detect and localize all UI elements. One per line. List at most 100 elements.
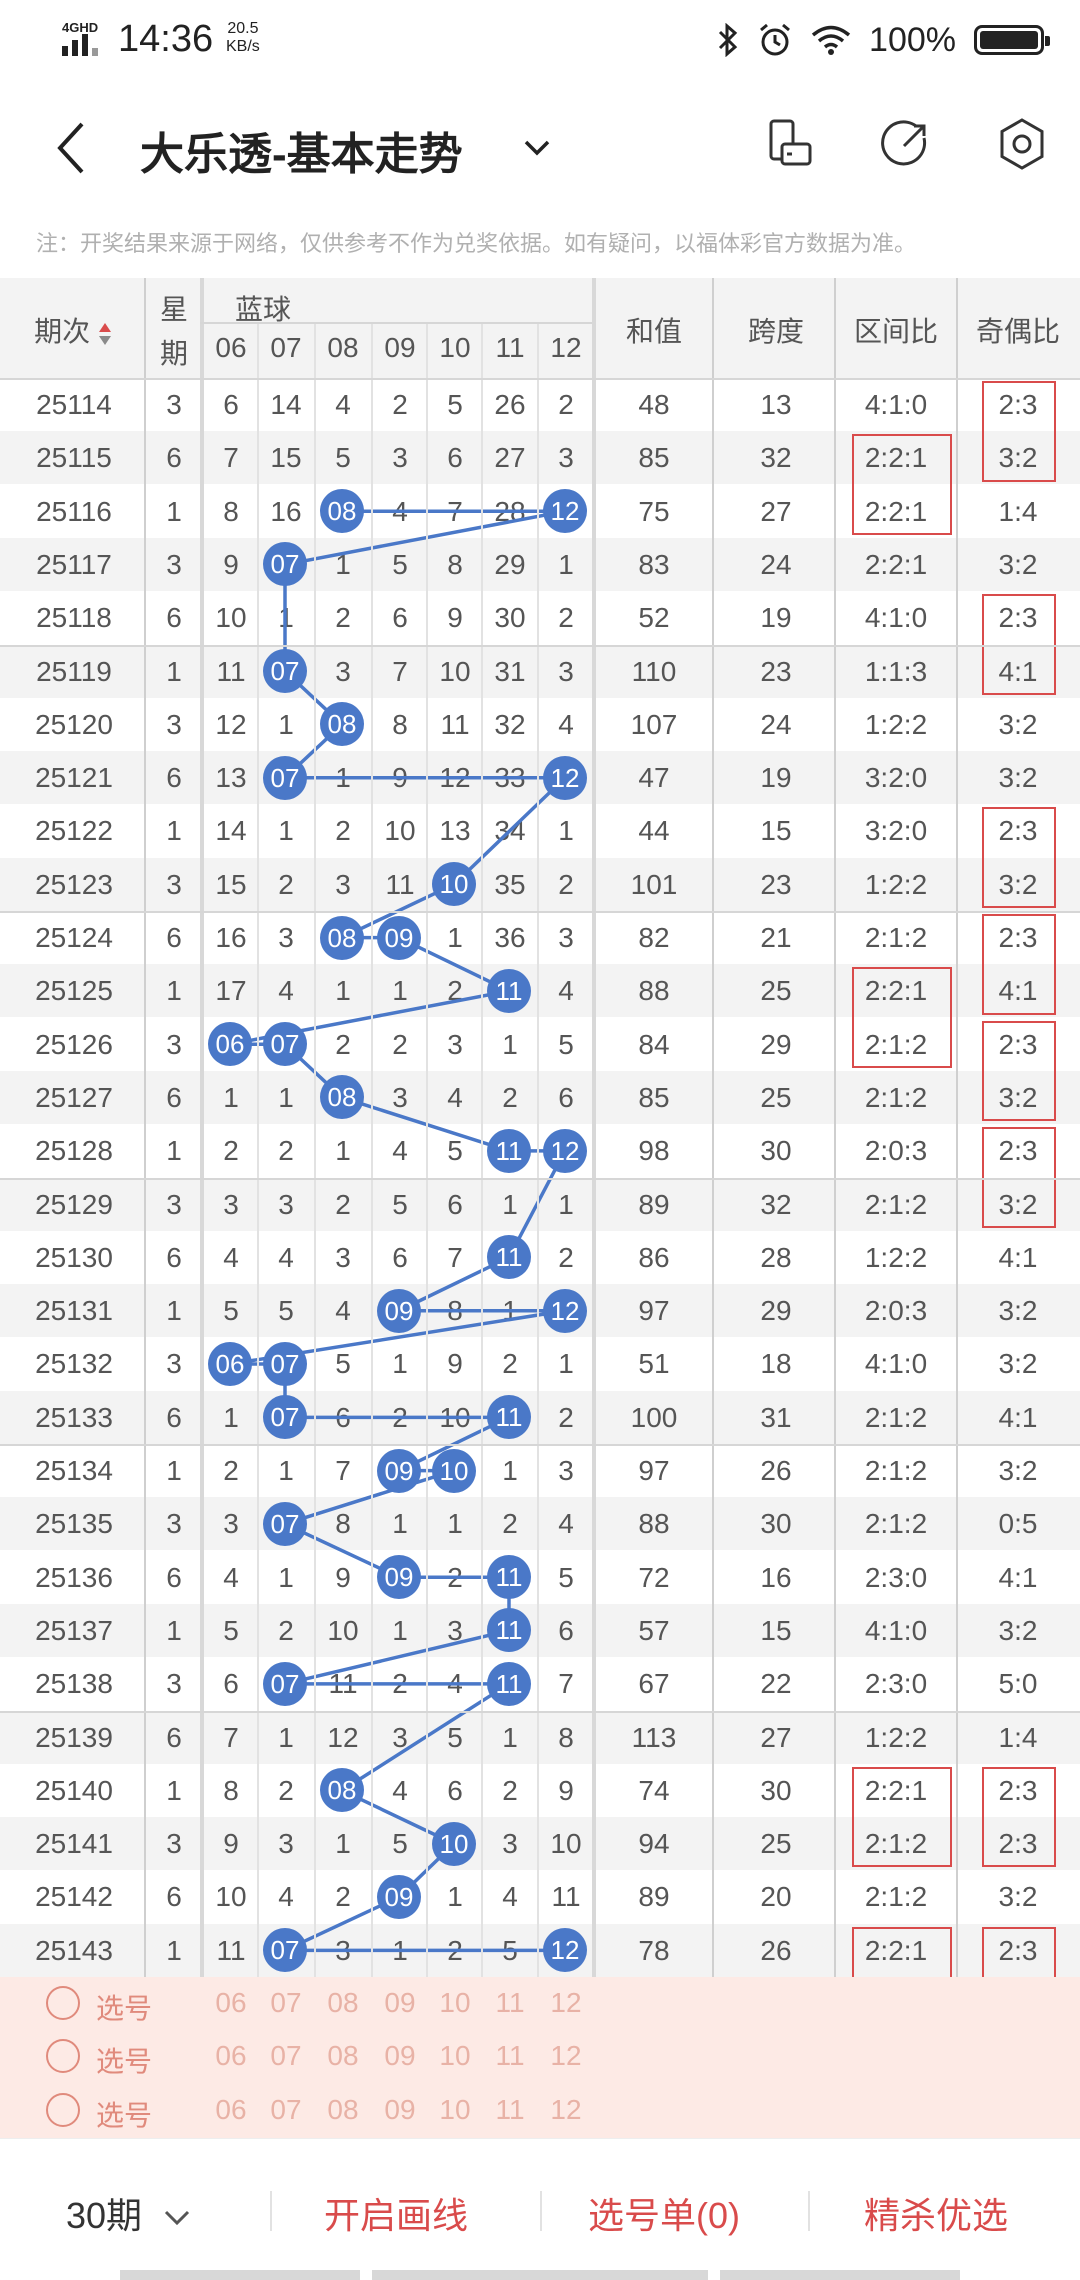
column-divider — [956, 278, 958, 1977]
pick-label[interactable]: 选号 — [96, 2099, 153, 2131]
row-weekday: 6 — [166, 1721, 182, 1753]
network-type: 4GHD — [62, 20, 99, 35]
miss-count: 12 — [327, 1721, 359, 1753]
row-oddeven: 3:2 — [998, 1295, 1038, 1327]
pick-radio[interactable] — [46, 2092, 80, 2127]
pick-number-08[interactable]: 08 — [327, 2093, 359, 2125]
row-period: 25124 — [35, 922, 113, 953]
row-zone: 4:1:0 — [864, 389, 928, 420]
bottom-toolbar: 30期 开启画线 选号单(0) 精杀优选 — [0, 2138, 1080, 2280]
pick-number-06[interactable]: 06 — [215, 2040, 247, 2072]
pick-number-08[interactable]: 08 — [327, 1987, 359, 2018]
pick-number-08[interactable]: 08 — [327, 2040, 359, 2072]
pick-radio[interactable] — [46, 2039, 80, 2074]
miss-count: 6 — [447, 1188, 463, 1220]
row-zone: 1:2:2 — [864, 1241, 928, 1273]
pick-radio[interactable] — [46, 1986, 80, 2020]
row-span: 19 — [760, 762, 792, 794]
draw-lines-button[interactable]: 开启画线 — [324, 2195, 469, 2236]
row-sum: 97 — [638, 1295, 670, 1327]
row-span: 23 — [760, 868, 792, 900]
blue-ball-hit: 09 — [377, 1874, 421, 1919]
blue-header-09: 09 — [384, 332, 416, 363]
row-span: 24 — [760, 548, 792, 580]
phone-rotate-icon[interactable] — [762, 116, 818, 172]
sort-arrows-icon[interactable] — [98, 321, 112, 347]
pick-number-12[interactable]: 12 — [550, 2040, 582, 2072]
pick-number-12[interactable]: 12 — [550, 1987, 582, 2018]
row-weekday: 1 — [166, 1455, 182, 1486]
row-sum: 100 — [630, 1401, 678, 1433]
miss-count: 16 — [215, 922, 247, 953]
col-period[interactable]: 期次 — [18, 310, 128, 350]
col-zone-ratio: 区间比 — [853, 316, 938, 347]
row-span: 13 — [760, 389, 792, 420]
row-weekday: 6 — [166, 1881, 182, 1913]
pick-number-10[interactable]: 10 — [439, 1987, 471, 2018]
alarm-icon — [760, 23, 790, 56]
miss-count: 1 — [558, 815, 574, 847]
premium-button[interactable]: 精杀优选 — [864, 2195, 1009, 2236]
row-span: 32 — [760, 1188, 792, 1220]
column-divider — [481, 322, 483, 2137]
column-divider — [537, 322, 539, 2137]
pick-number-10[interactable]: 10 — [439, 2093, 471, 2125]
row-sum: 44 — [638, 815, 670, 847]
pick-number-09[interactable]: 09 — [384, 1987, 416, 2018]
miss-count: 4 — [278, 1881, 294, 1913]
miss-count: 15 — [270, 442, 302, 474]
row-oddeven: 4:1 — [998, 1401, 1038, 1433]
miss-count: 5 — [278, 1295, 294, 1327]
pick-number-11[interactable]: 11 — [495, 2040, 525, 2072]
miss-count: 29 — [494, 548, 526, 580]
miss-count: 13 — [439, 815, 471, 847]
miss-count: 11 — [551, 1881, 581, 1913]
share-icon[interactable] — [878, 116, 934, 172]
row-oddeven: 3:2 — [998, 1881, 1038, 1913]
chevron-left-icon[interactable] — [48, 118, 98, 178]
pick-number-07[interactable]: 07 — [270, 2093, 302, 2125]
miss-count: 5 — [558, 1561, 574, 1593]
settings-icon[interactable] — [994, 116, 1050, 172]
row-period: 25138 — [35, 1668, 113, 1700]
row-span: 27 — [760, 495, 792, 527]
row-sum: 52 — [638, 602, 670, 634]
period-select[interactable]: 30期 — [66, 2187, 192, 2239]
row-span: 28 — [760, 1241, 792, 1273]
pick-number-10[interactable]: 10 — [439, 2040, 471, 2072]
miss-count: 1 — [447, 1508, 463, 1540]
pick-number-12[interactable]: 12 — [550, 2093, 582, 2125]
miss-count: 2 — [278, 1774, 294, 1806]
pick-number-09[interactable]: 09 — [384, 2093, 416, 2125]
miss-count: 3 — [392, 1721, 408, 1753]
miss-count: 5 — [558, 1028, 574, 1060]
pick-number-09[interactable]: 09 — [384, 2040, 416, 2072]
row-oddeven: 2:3 — [998, 922, 1038, 953]
row-sum: 88 — [638, 975, 670, 1007]
col-sum: 和值 — [625, 316, 682, 347]
pick-number-07[interactable]: 07 — [270, 2040, 302, 2072]
miss-count: 2 — [223, 1135, 239, 1167]
row-period: 25118 — [36, 602, 112, 634]
blue-ball-hit: 07 — [263, 1928, 307, 1973]
miss-count: 3 — [278, 1188, 294, 1220]
table-row — [0, 1817, 1080, 1871]
pick-label[interactable]: 选号 — [96, 2046, 153, 2078]
row-zone: 2:1:2 — [864, 1881, 928, 1913]
miss-count: 13 — [215, 762, 247, 794]
pick-number-06[interactable]: 06 — [215, 2093, 247, 2125]
pick-number-06[interactable]: 06 — [215, 1987, 247, 2018]
app-header: 大乐透-基本走势 — [0, 90, 1080, 200]
pick-label[interactable]: 选号 — [96, 1993, 153, 2024]
pick-number-07[interactable]: 07 — [270, 1987, 302, 2018]
chevron-down-icon[interactable] — [520, 130, 554, 164]
page-title[interactable]: 大乐透-基本走势 — [140, 130, 463, 179]
row-span: 25 — [760, 1828, 792, 1860]
pick-number-11[interactable]: 11 — [495, 1987, 525, 2018]
miss-count: 7 — [223, 442, 239, 474]
pick-number-11[interactable]: 11 — [495, 2093, 525, 2125]
blue-header-07: 07 — [270, 332, 302, 363]
trend-line-segment — [284, 509, 566, 567]
row-period: 25126 — [35, 1028, 113, 1060]
pick-list-button[interactable]: 选号单(0) — [588, 2195, 740, 2236]
